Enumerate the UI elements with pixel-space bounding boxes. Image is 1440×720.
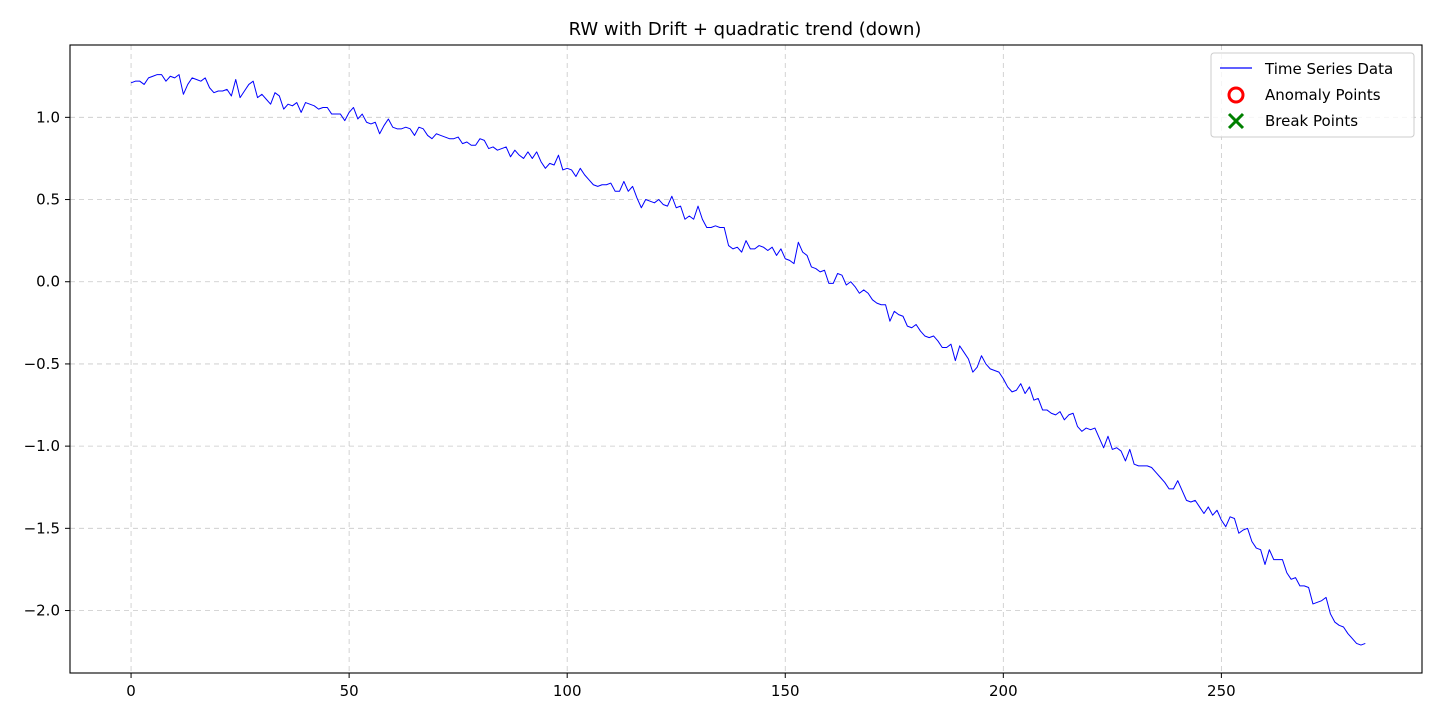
series-layer bbox=[130, 74, 1366, 646]
plot-frame bbox=[69, 44, 1423, 674]
x-tick-label: 250 bbox=[1207, 682, 1236, 700]
legend: Time Series Data Anomaly Points Break Po… bbox=[1210, 52, 1415, 138]
series-line-time-series-data bbox=[130, 74, 1366, 646]
legend-box bbox=[1210, 52, 1415, 138]
y-tick-label: 1.0 bbox=[36, 108, 60, 126]
x-tick-label: 150 bbox=[771, 682, 800, 700]
legend-label-anomaly: Anomaly Points bbox=[1265, 86, 1381, 104]
y-axis-ticks: 1.0 0.5 0.0 −0.5 −1.0 −1.5 −2.0 bbox=[24, 108, 70, 620]
y-tick-label: 0.5 bbox=[36, 191, 60, 209]
legend-label-break: Break Points bbox=[1265, 112, 1358, 130]
legend-label-series: Time Series Data bbox=[1264, 60, 1393, 78]
legend-break-marker bbox=[1227, 112, 1245, 130]
x-tick-label: 50 bbox=[340, 682, 359, 700]
x-tick-label: 100 bbox=[553, 682, 582, 700]
x-tick-label: 200 bbox=[989, 682, 1018, 700]
y-tick-label: −0.5 bbox=[24, 355, 60, 373]
x-axis-ticks: 0 50 100 150 200 250 bbox=[126, 673, 1236, 700]
y-tick-label: 0.0 bbox=[36, 273, 60, 291]
chart-title: RW with Drift + quadratic trend (down) bbox=[569, 19, 922, 40]
y-tick-label: −1.5 bbox=[24, 519, 60, 537]
x-tick-label: 0 bbox=[126, 682, 136, 700]
y-tick-label: −2.0 bbox=[24, 602, 60, 620]
grid-lines bbox=[70, 45, 1422, 673]
legend-anomaly-marker bbox=[1227, 86, 1245, 104]
y-tick-label: −1.0 bbox=[24, 437, 60, 455]
